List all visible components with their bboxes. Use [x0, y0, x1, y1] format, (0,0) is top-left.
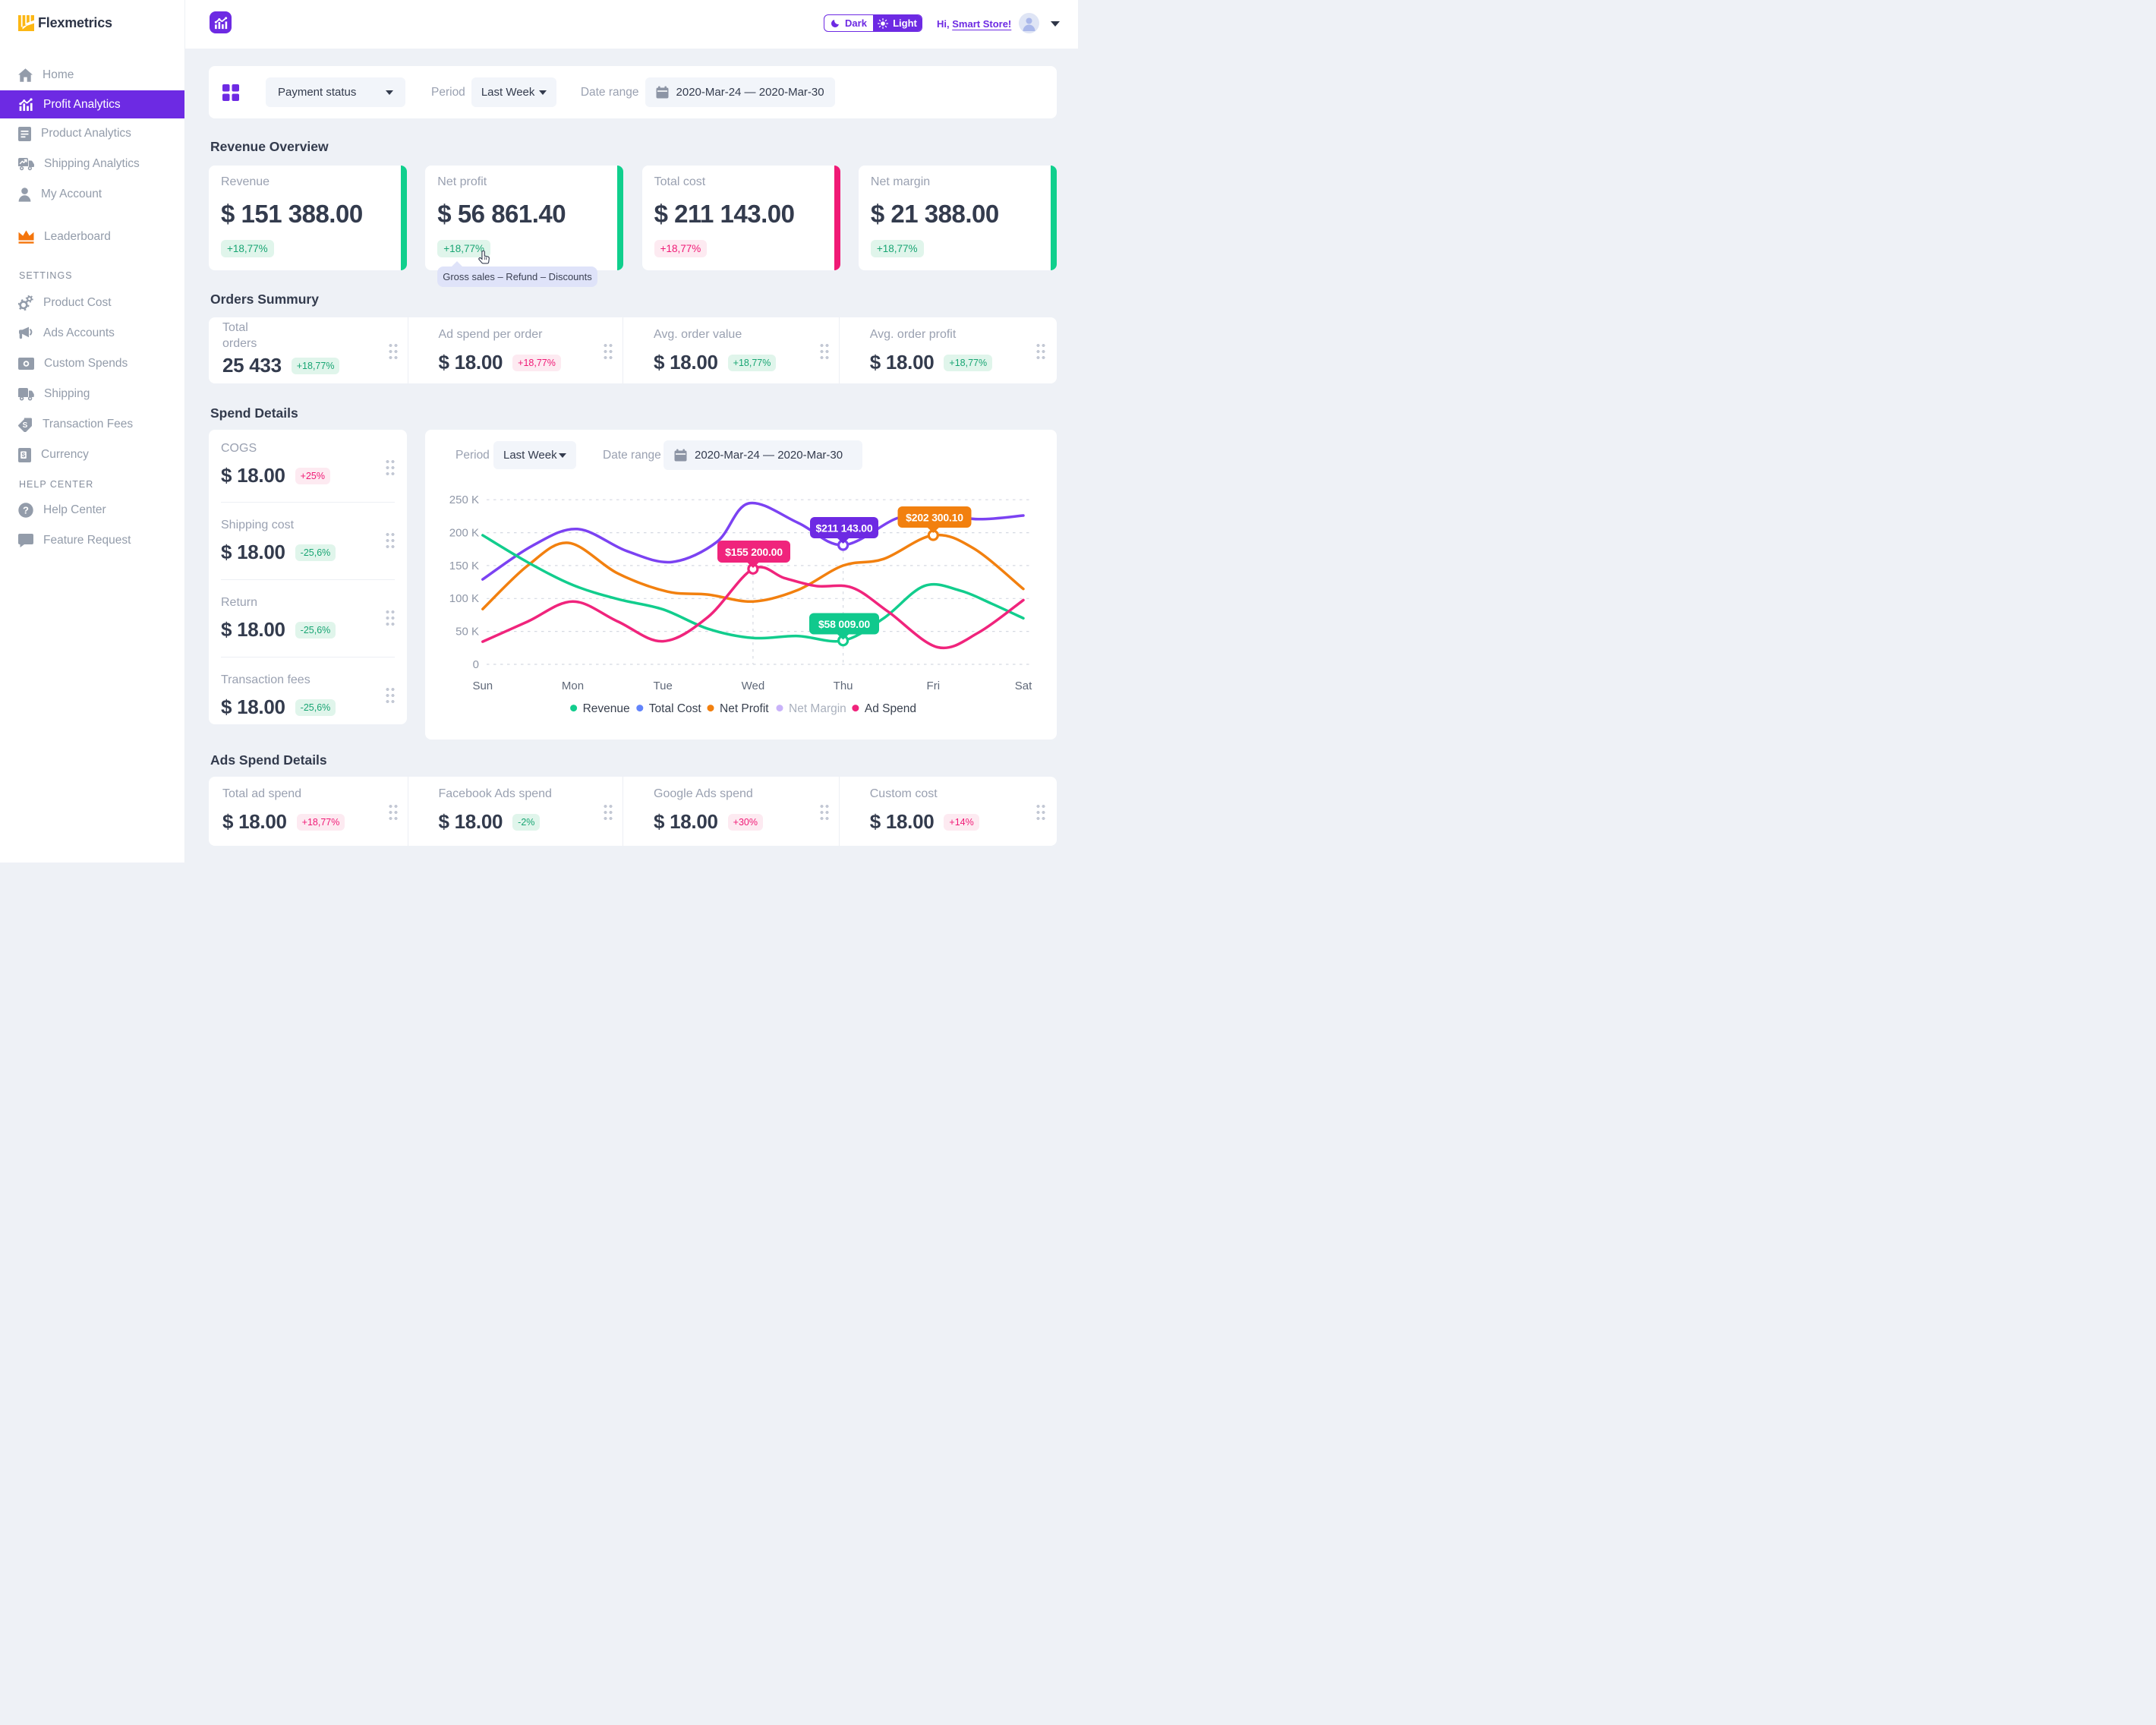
svg-text:Tue: Tue — [654, 680, 673, 692]
svg-text:Sun: Sun — [472, 680, 493, 692]
svg-text:$58 009.00: $58 009.00 — [818, 618, 870, 630]
svg-text:Net Profit: Net Profit — [720, 702, 769, 715]
svg-text:250 K: 250 K — [449, 494, 479, 506]
svg-text:Revenue: Revenue — [583, 702, 630, 715]
svg-text:S: S — [23, 421, 28, 430]
svg-text:Total Cost: Total Cost — [649, 702, 702, 715]
svg-text:$202 300.10: $202 300.10 — [906, 512, 963, 524]
svg-text:50 K: 50 K — [455, 626, 479, 639]
svg-text:Thu: Thu — [834, 680, 853, 692]
svg-text:Mon: Mon — [562, 680, 584, 692]
svg-text:$: $ — [22, 450, 26, 458]
svg-text:Net Margin: Net Margin — [789, 702, 846, 715]
svg-text:200 K: 200 K — [449, 527, 479, 540]
svg-text:0: 0 — [473, 658, 479, 671]
svg-text:Ad Spend: Ad Spend — [865, 702, 916, 715]
svg-text:$155 200.00: $155 200.00 — [725, 546, 783, 558]
svg-text:$211 143.00: $211 143.00 — [816, 522, 873, 535]
svg-text:150 K: 150 K — [449, 560, 479, 572]
svg-text:?: ? — [23, 505, 29, 516]
svg-text:Fri: Fri — [927, 680, 941, 692]
svg-text:Wed: Wed — [742, 680, 765, 692]
svg-text:Sat: Sat — [1015, 680, 1032, 692]
svg-text:100 K: 100 K — [449, 592, 479, 605]
